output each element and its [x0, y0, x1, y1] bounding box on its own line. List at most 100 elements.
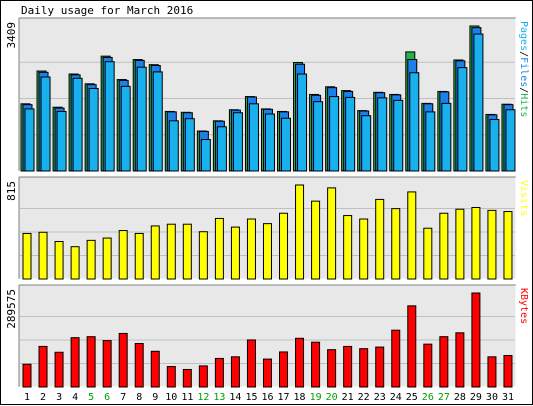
pages-bar-day-29: [473, 33, 484, 172]
pages-bar-day-16: [264, 113, 275, 172]
hits-panel-legend-part: /: [518, 87, 529, 93]
x-tick-label-day-13: 13: [213, 392, 225, 403]
kbytes-panel-legend-part: KBytes: [518, 288, 529, 324]
x-tick-label-day-5: 5: [88, 392, 94, 403]
visits-panel-legend-part: Visits: [518, 180, 529, 216]
kbytes-bar-day-9: [150, 350, 160, 388]
kbytes-bar-day-18: [295, 337, 305, 388]
x-tick-label-day-31: 31: [502, 392, 514, 403]
x-tick-label-day-7: 7: [120, 392, 126, 403]
pages-bar-day-21: [345, 96, 356, 172]
visits-bar-day-6: [102, 237, 112, 280]
kbytes-bar-day-27: [439, 336, 449, 388]
pages-bar-day-7: [120, 85, 131, 172]
visits-panel-ymax-label: 815: [5, 181, 18, 201]
kbytes-bar-day-3: [54, 351, 64, 388]
kbytes-bar-day-17: [279, 351, 289, 388]
pages-bar-day-13: [216, 126, 227, 172]
visits-bar-day-7: [118, 230, 128, 280]
pages-bar-day-18: [297, 73, 308, 172]
visits-bar-day-17: [279, 212, 289, 280]
x-tick-label-day-19: 19: [310, 392, 322, 403]
pages-bar-day-3: [56, 110, 67, 172]
kbytes-bar-day-8: [134, 343, 144, 388]
visits-bar-day-29: [471, 206, 481, 280]
x-tick-label-day-28: 28: [454, 392, 466, 403]
kbytes-bar-day-21: [343, 345, 353, 388]
pages-bar-day-10: [168, 120, 179, 172]
pages-bar-day-6: [104, 61, 115, 172]
kbytes-bar-day-5: [86, 336, 96, 388]
x-tick-label-day-9: 9: [152, 392, 158, 403]
kbytes-bar-day-12: [198, 365, 208, 388]
x-tick-label-day-17: 17: [278, 392, 290, 403]
x-tick-label-day-14: 14: [229, 392, 241, 403]
visits-bar-day-18: [295, 184, 305, 280]
pages-bar-day-15: [248, 103, 259, 172]
x-tick-label-day-16: 16: [261, 392, 273, 403]
visits-bar-day-21: [343, 215, 353, 280]
x-tick-label-day-12: 12: [197, 392, 209, 403]
kbytes-bar-day-26: [423, 343, 433, 388]
kbytes-bar-day-10: [166, 366, 176, 388]
pages-bar-day-31: [505, 109, 516, 172]
pages-bar-day-17: [281, 117, 292, 172]
kbytes-bar-day-20: [327, 349, 337, 388]
x-tick-label-day-29: 29: [470, 392, 482, 403]
x-tick-label-day-30: 30: [486, 392, 498, 403]
kbytes-bar-day-31: [503, 355, 513, 388]
x-tick-label-day-3: 3: [56, 392, 62, 403]
kbytes-bar-day-13: [214, 357, 224, 388]
x-tick-label-day-18: 18: [294, 392, 306, 403]
visits-bar-day-4: [70, 246, 80, 280]
kbytes-bar-day-28: [455, 332, 465, 388]
pages-bar-day-12: [200, 139, 211, 172]
visits-bar-day-23: [375, 198, 385, 280]
visits-bar-day-11: [182, 223, 192, 280]
visits-bar-day-19: [311, 200, 321, 280]
kbytes-bar-day-6: [102, 340, 112, 388]
x-tick-label-day-8: 8: [136, 392, 142, 403]
kbytes-bar-day-23: [375, 346, 385, 388]
kbytes-bar-day-14: [230, 356, 240, 388]
visits-panel-legend: Visits: [518, 180, 529, 216]
visits-bar-day-25: [407, 191, 417, 280]
x-tick-label-day-24: 24: [390, 392, 402, 403]
visits-bar-day-12: [198, 231, 208, 280]
kbytes-bar-day-1: [22, 363, 32, 388]
visits-bar-day-22: [359, 218, 369, 280]
x-tick-label-day-27: 27: [438, 392, 450, 403]
hits-panel-legend-part: Pages: [518, 21, 529, 51]
hits-panel-legend: Pages/Files/Hits: [518, 21, 529, 117]
visits-bar-day-2: [38, 231, 48, 280]
visits-bar-day-20: [327, 187, 337, 280]
pages-bar-day-26: [425, 111, 436, 172]
kbytes-bar-day-15: [246, 339, 256, 388]
kbytes-bar-day-29: [471, 292, 481, 388]
chart-title: Daily usage for March 2016: [21, 4, 193, 17]
visits-bar-day-31: [503, 211, 513, 280]
pages-bar-day-20: [329, 96, 340, 172]
x-tick-label-day-23: 23: [374, 392, 386, 403]
hits-panel-legend-part: Hits: [518, 93, 529, 117]
hits-panel-ymax-label: 3409: [5, 22, 18, 49]
kbytes-bar-day-7: [118, 332, 128, 388]
visits-bar-day-24: [391, 208, 401, 280]
kbytes-bar-day-4: [70, 337, 80, 388]
kbytes-bar-day-24: [391, 329, 401, 388]
hits-panel-legend-part: /: [518, 51, 529, 57]
x-tick-label-day-21: 21: [342, 392, 354, 403]
pages-bar-day-27: [441, 102, 452, 172]
kbytes-bar-day-2: [38, 345, 48, 388]
visits-bar-day-10: [166, 223, 176, 280]
visits-bar-day-8: [134, 232, 144, 280]
pages-bar-day-1: [24, 108, 35, 172]
kbytes-bar-day-11: [182, 368, 192, 388]
x-tick-label-day-4: 4: [72, 392, 78, 403]
pages-bar-day-25: [409, 72, 420, 172]
visits-bar-day-16: [262, 223, 272, 280]
pages-bar-day-30: [489, 119, 500, 172]
pages-bar-day-8: [136, 66, 147, 172]
visits-bar-day-27: [439, 212, 449, 280]
